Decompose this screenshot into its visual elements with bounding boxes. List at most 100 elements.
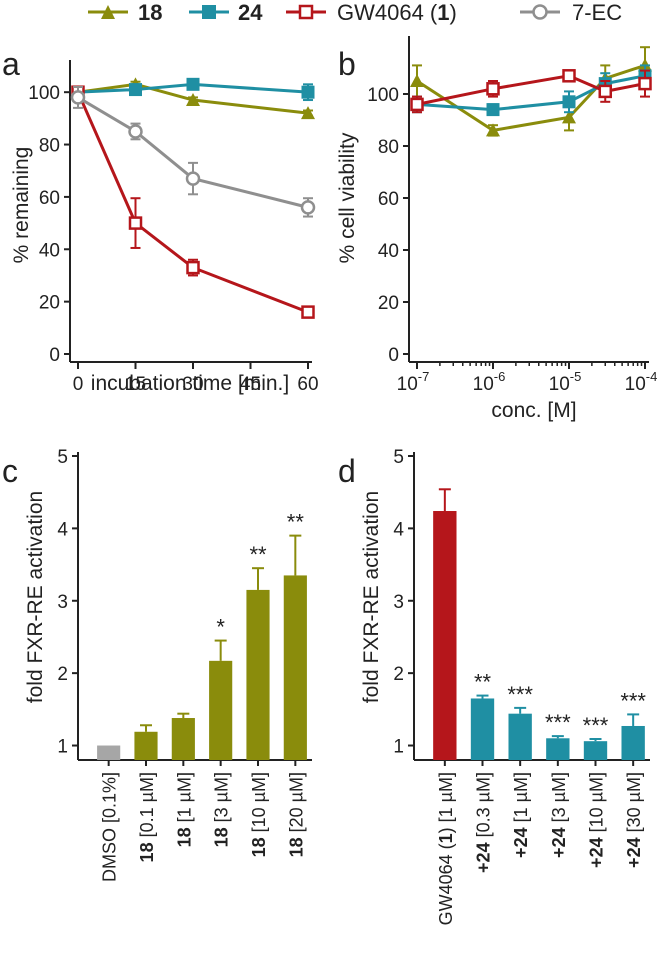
panel-label-b: b: [338, 46, 356, 82]
legend-item-gw4064: GW4064 (1): [286, 0, 457, 25]
c-y-tick-label: 1: [57, 737, 68, 758]
b-data-point: [562, 95, 576, 109]
b-x-tick-label: 10-4: [625, 369, 658, 395]
a-y-tick-label: 0: [49, 345, 60, 366]
a-x-tick-label: 0: [73, 374, 84, 395]
d-y-tick-label: 4: [393, 519, 404, 540]
d-bar: [621, 725, 645, 760]
c-y-tick-label: 2: [57, 664, 68, 685]
a-data-point: [301, 85, 315, 99]
a-y-tick-label: 40: [39, 240, 60, 261]
d-category-label: +24 [1 µM]: [511, 772, 531, 858]
a-series-line: [77, 96, 309, 209]
a-y-tick-label: 80: [39, 136, 60, 157]
b-data-point: [410, 97, 424, 112]
legend-item-18: 18: [88, 0, 162, 25]
legend: 18 24 GW4064 (1) 7-EC: [88, 0, 622, 25]
panel-b-line-chart: % cell viability conc. [M] 0 20 40 60 80 100 1…: [336, 36, 657, 422]
c-y-tick-label: 3: [57, 592, 68, 613]
b-data-point: [486, 103, 500, 117]
c-significance-label: *: [216, 615, 225, 640]
b-y-tick-label: 20: [378, 293, 399, 314]
a-data-point: [186, 260, 200, 275]
d-category-label: +24 [10 µM]: [587, 772, 607, 868]
a-series-line: [77, 82, 309, 115]
b-data-point: [562, 69, 576, 83]
b-y-tick-label: 0: [388, 345, 399, 366]
a-x-tick-label: 60: [297, 374, 318, 395]
b-data-point: [562, 110, 576, 124]
a-data-point: [301, 305, 315, 319]
d-category-label: +24 [30 µM]: [624, 772, 644, 868]
c-bar: [97, 745, 121, 760]
d-significance-label: ***: [545, 710, 571, 735]
b-x-tick-label: 10-6: [473, 369, 506, 395]
panel-label-c: c: [2, 453, 18, 489]
a-data-point: [185, 171, 201, 186]
d-y-tick-label: 2: [393, 664, 404, 685]
panel-b-xlabel: conc. [M]: [491, 399, 576, 422]
b-data-point: [638, 76, 652, 91]
d-significance-label: ***: [507, 682, 533, 707]
d-bar: [508, 713, 532, 760]
b-x-tick-label: 10-5: [549, 369, 582, 395]
panel-d-ylabel: fold FXR-RE activation: [360, 491, 383, 703]
b-y-tick-label: 60: [378, 189, 399, 210]
panel-a-line-chart: % remaining incubation time [min.] 0 20 40…: [10, 60, 319, 395]
b-series-gw4064-1-: [410, 69, 652, 114]
b-data-point: [410, 74, 424, 87]
legend-label-7ec: 7-EC: [572, 0, 622, 25]
panel-label-a: a: [2, 46, 20, 82]
d-category-label: GW4064 (1) [1 µM]: [436, 772, 456, 925]
c-category-label: 18 [1 µM]: [174, 772, 194, 847]
a-series-line: [77, 82, 309, 94]
b-series-18: [410, 46, 652, 137]
d-category-label: +24 [0.3 µM]: [474, 772, 494, 873]
c-bar: [246, 589, 270, 760]
panel-a-xlabel: incubation time [min.]: [91, 372, 289, 395]
c-bar: [171, 718, 195, 760]
legend-label-24: 24: [238, 0, 263, 25]
panel-b-ylabel: % cell viability: [336, 132, 359, 263]
a-data-point: [70, 90, 86, 105]
a-data-point: [128, 124, 143, 139]
b-data-point: [486, 82, 500, 96]
b-y-tick-label: 80: [378, 137, 399, 158]
panel-d-bar-chart: fold FXR-RE activation 1 2 3 4 5 GW4064 (1) […: [360, 447, 650, 925]
c-significance-label: **: [287, 510, 305, 535]
d-significance-label: **: [474, 670, 492, 695]
a-data-point: [300, 200, 316, 215]
c-category-label: DMSO [0.1%]: [100, 772, 120, 882]
a-data-point: [186, 77, 200, 91]
c-category-label: 18 [3 µM]: [212, 772, 232, 847]
d-bar: [583, 741, 608, 760]
a-y-tick-label: 20: [39, 293, 60, 314]
a-data-point: [128, 216, 143, 230]
d-y-tick-label: 3: [393, 592, 404, 613]
a-series-gw4064-1-: [71, 85, 315, 319]
c-significance-label: **: [249, 542, 267, 567]
panel-c-ylabel: fold FXR-RE activation: [24, 491, 47, 703]
c-bar: [283, 575, 307, 760]
d-bar: [433, 511, 457, 760]
d-y-tick-label: 1: [393, 737, 404, 758]
panel-a-ylabel: % remaining: [10, 147, 33, 264]
d-significance-label: ***: [620, 688, 646, 713]
a-series-7-ec: [70, 85, 316, 218]
a-data-point: [129, 83, 142, 97]
a-data-point: [301, 106, 315, 120]
legend-item-24: 24: [189, 0, 263, 25]
legend-label-18: 18: [138, 0, 162, 25]
d-bar: [470, 698, 495, 760]
legend-item-7ec: 7-EC: [520, 0, 622, 25]
b-data-point: [486, 123, 500, 137]
a-x-tick-label: 30: [182, 374, 203, 395]
d-y-tick-label: 5: [393, 447, 404, 468]
c-y-tick-label: 4: [57, 519, 68, 540]
d-significance-label: ***: [583, 713, 609, 738]
c-bar: [134, 731, 158, 760]
a-x-tick-label: 45: [240, 374, 261, 395]
a-series-line: [76, 91, 309, 314]
b-y-tick-label: 40: [378, 241, 399, 262]
